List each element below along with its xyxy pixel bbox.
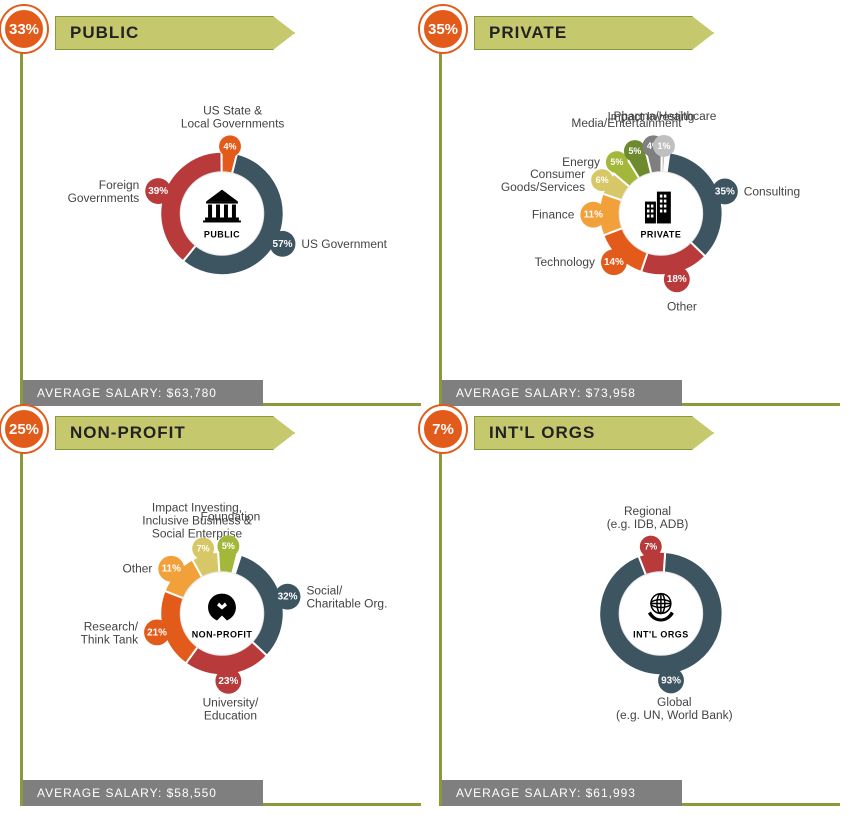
panels-grid: 33% PUBLIC AVERAGE SALARY: $63,780 PUBLIC 57…	[0, 0, 860, 816]
intl-pct-0: 93%	[661, 675, 681, 686]
private-slice-label-0: Consulting	[744, 184, 800, 198]
private-slice-label-1: Other	[667, 299, 697, 313]
private-pct-5: 5%	[610, 157, 623, 167]
intl-center-label: INT'L ORGS	[633, 629, 689, 639]
private-pct-3: 11%	[584, 210, 604, 221]
nonprofit-slice-label-3: Other	[122, 562, 152, 576]
private-ribbon: PRIVATE	[474, 16, 714, 50]
intl-pct-1: 7%	[644, 542, 657, 552]
public-slice-label-1: ForeignGovernments	[68, 178, 140, 205]
public-ribbon: PUBLIC	[55, 16, 295, 50]
intl-badge: 7%	[420, 406, 466, 452]
private-pct-4: 6%	[596, 175, 609, 185]
public-title: PUBLIC	[70, 23, 139, 43]
nonprofit-pct-0: 32%	[278, 592, 298, 603]
nonprofit-pct-1: 23%	[218, 676, 238, 687]
intl-title: INT'L ORGS	[489, 423, 595, 443]
panel-private: 35%PRIVATEAVERAGE SALARY: $73,958PRIVATE…	[439, 24, 840, 406]
public-donut: PUBLIC 57% US Government 39% ForeignGovernme…	[23, 48, 421, 379]
nonprofit-badge: 25%	[1, 406, 47, 452]
public-slice-label-0: US Government	[301, 237, 387, 251]
private-slice-label-2: Technology	[535, 255, 595, 269]
nonprofit-pct-4: 7%	[197, 544, 210, 554]
public-pct-0: 57%	[273, 239, 293, 250]
public-pct-1: 39%	[148, 186, 168, 197]
intl-donut: INT'L ORGS 93% Global(e.g. UN, World Bank)…	[442, 448, 840, 779]
private-slice-label-8: Pharma/Healthcare	[614, 109, 717, 123]
private-pct-6: 5%	[628, 146, 641, 156]
intl-chart: INT'L ORGS 93% Global(e.g. UN, World Bank)…	[442, 448, 840, 779]
private-salary-bar: AVERAGE SALARY: $73,958	[442, 380, 682, 406]
nonprofit-ribbon: NON-PROFIT	[55, 416, 295, 450]
private-pct-0: 35%	[715, 186, 735, 197]
nonprofit-salary-bar: AVERAGE SALARY: $58,550	[23, 780, 263, 806]
public-center-label: PUBLIC	[204, 229, 240, 239]
nonprofit-donut: NON-PROFIT 32% Social/Charitable Org. 23% Un…	[23, 448, 421, 779]
nonprofit-slice-label-5: Foundation	[201, 509, 261, 523]
private-pct-2: 14%	[604, 257, 624, 268]
nonprofit-center-label: NON-PROFIT	[192, 629, 253, 639]
panel-nonprofit: 25%NON-PROFITAVERAGE SALARY: $58,550NON-…	[20, 424, 421, 806]
public-chart: PUBLIC 57% US Government 39% ForeignGovernme…	[23, 48, 421, 379]
private-chart: PRIVATE 35% Consulting 18% Other 14% Technolog…	[442, 48, 840, 379]
public-salary-bar: AVERAGE SALARY: $63,780	[23, 380, 263, 406]
nonprofit-slice-label-0: Social/Charitable Org.	[306, 584, 387, 611]
private-slice-label-5: Energy	[562, 155, 600, 169]
private-slice-label-3: Finance	[532, 208, 575, 222]
nonprofit-chart: NON-PROFIT 32% Social/Charitable Org. 23% Un…	[23, 448, 421, 779]
nonprofit-slice-label-2: Research/Think Tank	[81, 619, 139, 646]
private-title: PRIVATE	[489, 23, 567, 43]
nonprofit-pct-2: 21%	[147, 627, 167, 638]
public-slice-label-2: US State &Local Governments	[181, 104, 285, 131]
private-pct-1: 18%	[667, 274, 687, 285]
intl-slice-label-1: Regional(e.g. IDB, ADB)	[607, 504, 689, 531]
private-badge: 35%	[420, 6, 466, 52]
panel-public: 33%PUBLICAVERAGE SALARY: $63,780PUBLIC57…	[20, 24, 421, 406]
panel-intl: 7%INT'L ORGSAVERAGE SALARY: $61,993INT'L…	[439, 424, 840, 806]
private-center-label: PRIVATE	[640, 229, 681, 239]
intl-ribbon: INT'L ORGS	[474, 416, 714, 450]
nonprofit-pct-3: 11%	[162, 564, 182, 575]
private-donut: PRIVATE 35% Consulting 18% Other 14% Technolog…	[442, 48, 840, 379]
intl-salary-bar: AVERAGE SALARY: $61,993	[442, 780, 682, 806]
private-slice-label-4: ConsumerGoods/Services	[501, 167, 585, 194]
intl-slice-label-0: Global(e.g. UN, World Bank)	[616, 695, 733, 722]
private-pct-8: 1%	[658, 141, 671, 151]
public-pct-2: 4%	[224, 141, 237, 151]
nonprofit-title: NON-PROFIT	[70, 423, 186, 443]
nonprofit-slice-label-1: University/Education	[203, 696, 259, 723]
nonprofit-pct-5: 5%	[222, 541, 235, 551]
public-badge: 33%	[1, 6, 47, 52]
public-center	[180, 172, 264, 256]
